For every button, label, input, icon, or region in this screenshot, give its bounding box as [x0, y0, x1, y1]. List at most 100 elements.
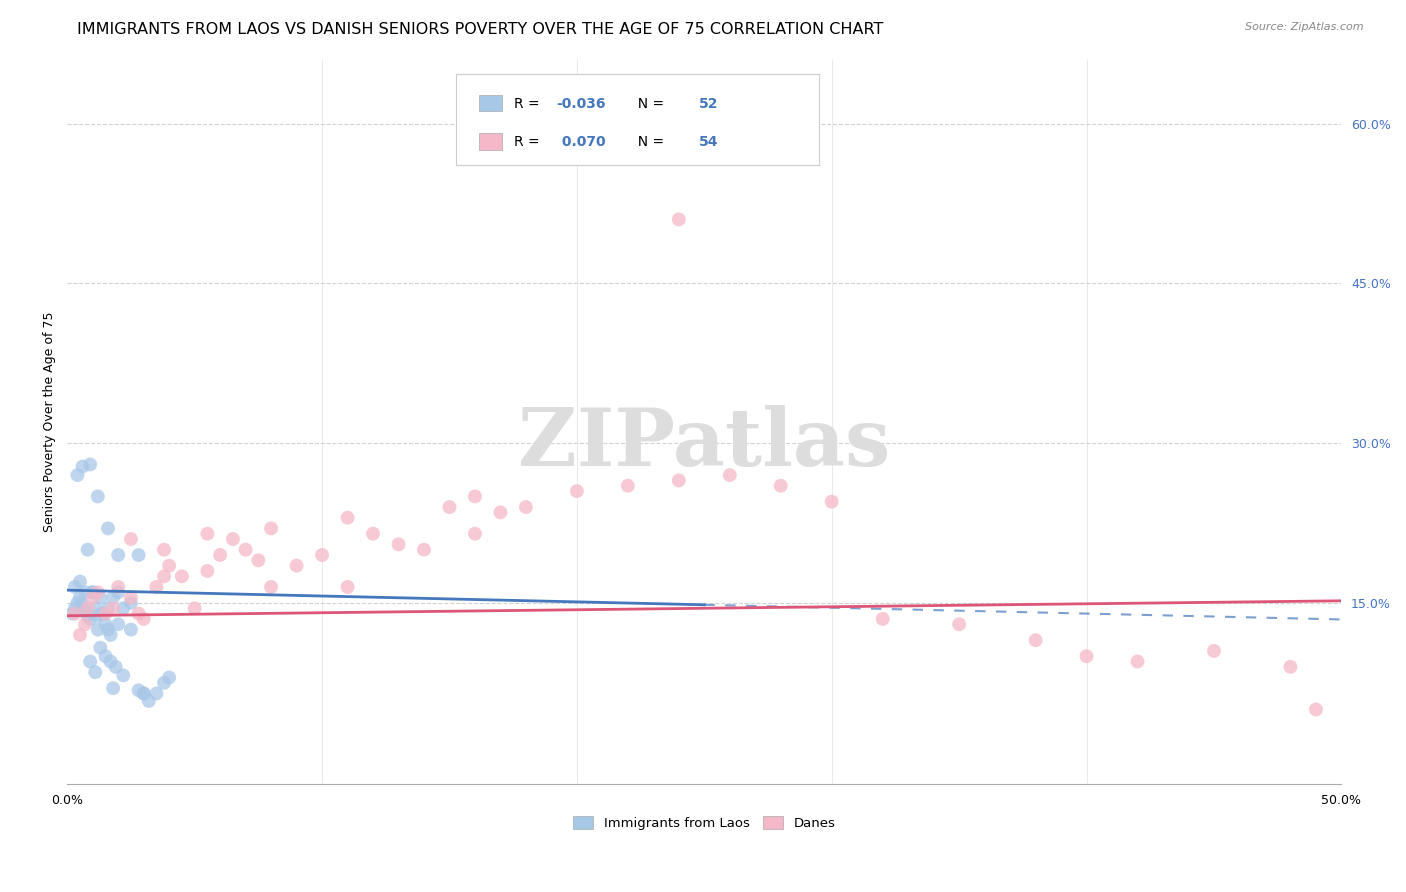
- Text: 54: 54: [699, 136, 718, 149]
- Point: [668, 474, 690, 488]
- FancyBboxPatch shape: [479, 95, 502, 112]
- Point: [112, 668, 135, 682]
- Point: [872, 612, 894, 626]
- Point: [107, 580, 129, 594]
- Point: [97, 601, 120, 615]
- Point: [107, 617, 129, 632]
- Point: [87, 490, 110, 504]
- Point: [197, 526, 219, 541]
- Point: [69, 574, 91, 589]
- Point: [387, 537, 409, 551]
- Point: [82, 585, 104, 599]
- Point: [91, 607, 114, 621]
- Point: [145, 580, 167, 594]
- Point: [515, 500, 537, 514]
- Point: [153, 676, 176, 690]
- Text: R =: R =: [515, 97, 544, 112]
- Point: [128, 548, 150, 562]
- Point: [79, 612, 101, 626]
- Point: [79, 655, 101, 669]
- Point: [197, 564, 219, 578]
- Point: [104, 660, 127, 674]
- Point: [247, 553, 270, 567]
- Point: [66, 596, 89, 610]
- Point: [285, 558, 308, 573]
- Point: [464, 490, 486, 504]
- Point: [120, 596, 142, 610]
- Point: [1279, 660, 1302, 674]
- Point: [91, 607, 114, 621]
- Point: [235, 542, 257, 557]
- Point: [82, 591, 104, 605]
- Point: [565, 484, 588, 499]
- Point: [89, 640, 111, 655]
- Point: [821, 494, 844, 508]
- Point: [100, 628, 122, 642]
- Point: [75, 617, 97, 632]
- Point: [63, 580, 86, 594]
- Point: [76, 601, 98, 615]
- Legend: Immigrants from Laos, Danes: Immigrants from Laos, Danes: [568, 811, 841, 836]
- Point: [107, 585, 129, 599]
- Point: [79, 458, 101, 472]
- Point: [97, 521, 120, 535]
- Point: [120, 591, 142, 605]
- Point: [1025, 633, 1047, 648]
- Text: 0.070: 0.070: [557, 136, 605, 149]
- Point: [260, 580, 283, 594]
- Point: [87, 608, 110, 623]
- Point: [617, 479, 640, 493]
- Point: [87, 623, 110, 637]
- Point: [1076, 649, 1098, 664]
- Point: [72, 459, 94, 474]
- Text: N =: N =: [628, 97, 669, 112]
- Point: [132, 686, 155, 700]
- Point: [336, 510, 359, 524]
- Point: [87, 585, 110, 599]
- Point: [128, 607, 150, 621]
- Point: [1305, 702, 1327, 716]
- Point: [112, 601, 135, 615]
- Point: [82, 585, 104, 599]
- Point: [101, 601, 124, 615]
- Point: [153, 569, 176, 583]
- Point: [489, 505, 512, 519]
- Point: [361, 526, 384, 541]
- Point: [260, 521, 283, 535]
- Point: [336, 580, 359, 594]
- Point: [183, 601, 205, 615]
- Point: [63, 607, 86, 621]
- FancyBboxPatch shape: [479, 133, 502, 150]
- Text: ZIPatlas: ZIPatlas: [519, 405, 890, 483]
- Point: [120, 623, 142, 637]
- Text: R =: R =: [515, 136, 544, 149]
- Point: [84, 665, 107, 680]
- Point: [157, 558, 180, 573]
- Text: Source: ZipAtlas.com: Source: ZipAtlas.com: [1246, 22, 1364, 32]
- Text: 52: 52: [699, 97, 718, 112]
- Point: [94, 649, 117, 664]
- Point: [94, 607, 117, 621]
- Point: [170, 569, 193, 583]
- Point: [1202, 644, 1225, 658]
- Text: IMMIGRANTS FROM LAOS VS DANISH SENIORS POVERTY OVER THE AGE OF 75 CORRELATION CH: IMMIGRANTS FROM LAOS VS DANISH SENIORS P…: [77, 22, 884, 37]
- Point: [72, 598, 94, 612]
- Point: [413, 542, 436, 557]
- Point: [101, 681, 124, 695]
- Point: [76, 542, 98, 557]
- Point: [209, 548, 232, 562]
- Point: [100, 655, 122, 669]
- Point: [66, 468, 89, 483]
- Point: [1126, 655, 1149, 669]
- FancyBboxPatch shape: [456, 74, 818, 165]
- Point: [69, 628, 91, 642]
- Point: [75, 604, 97, 618]
- Point: [94, 617, 117, 632]
- Point: [157, 671, 180, 685]
- Point: [138, 694, 160, 708]
- Point: [222, 532, 245, 546]
- Point: [120, 532, 142, 546]
- Point: [75, 585, 97, 599]
- Point: [132, 686, 155, 700]
- Point: [718, 468, 741, 483]
